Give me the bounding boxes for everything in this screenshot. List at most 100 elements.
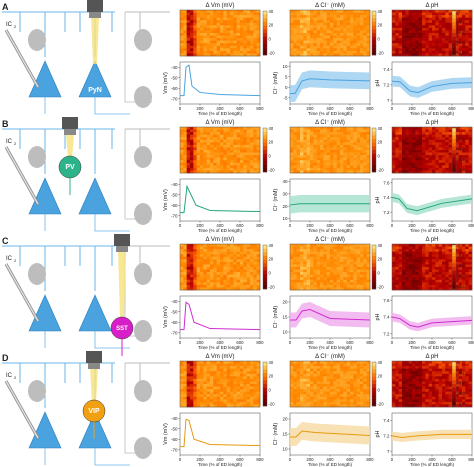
x-axis-label: Time (% of ED length): [410, 462, 455, 467]
x-tick-label: 600: [236, 223, 244, 228]
heatmap-title-vm: Δ Vm (mV): [205, 237, 234, 243]
heatmap-title-vm: Δ Vm (mV): [205, 3, 234, 9]
confidence-band: [290, 302, 370, 328]
colorbar-tick-label: 0: [269, 37, 272, 42]
mean-trace: [391, 196, 473, 212]
x-tick-label: 0: [289, 106, 292, 111]
x-tick-label: 800: [366, 223, 374, 228]
x-tick-label: 800: [256, 223, 264, 228]
colorbar-tick-label: 0: [269, 271, 272, 276]
colorbar-tick-label: -20: [378, 402, 385, 407]
light-beam: [118, 251, 126, 320]
colorbar-tick-label: 20: [269, 374, 274, 379]
x-tick-label: 200: [408, 457, 416, 462]
mean-trace: [391, 80, 473, 94]
grey-interneuron: [134, 203, 152, 225]
objective-lens: [86, 351, 102, 363]
x-tick-label: 0: [179, 340, 182, 345]
y-tick-label: 7.2: [383, 210, 390, 215]
y-tick-label: -40: [171, 182, 178, 187]
target-cell-label: SST: [116, 326, 128, 332]
y-tick-label: 10: [282, 330, 288, 335]
x-tick-label: 400: [216, 457, 224, 462]
ic-label: IC: [6, 22, 13, 28]
confidence-band: [290, 422, 370, 446]
y-tick-label: 10: [282, 447, 288, 452]
colorbar-tick-label: -0.4: [458, 51, 466, 56]
grey-interneuron: [28, 380, 46, 402]
colorbar-tick-label: -20: [269, 168, 276, 173]
y-tick-label: 0: [285, 85, 288, 90]
confidence-band: [392, 429, 472, 443]
x-tick-label: 600: [236, 106, 244, 111]
y-tick-label: 7.2: [383, 434, 390, 439]
pyramidal-neuron: [78, 177, 112, 215]
x-tick-label: 400: [428, 457, 436, 462]
y-tick-label: 15: [282, 315, 288, 320]
y-tick-label: -60: [171, 437, 178, 442]
dendrite: [79, 129, 113, 174]
y-tick-label: -50: [171, 192, 178, 197]
y-axis-label: Cl⁻ (mM): [273, 306, 279, 329]
mean-trace: [180, 418, 261, 448]
x-tick-label: 0: [179, 457, 182, 462]
colorbar-tick-label: -0.4: [458, 402, 466, 407]
x-tick-label: 200: [306, 340, 314, 345]
x-tick-label: 400: [428, 223, 436, 228]
mean-trace: [180, 184, 261, 214]
y-tick-label: 10: [282, 216, 288, 221]
x-tick-label: 200: [196, 340, 204, 345]
x-tick-label: 200: [408, 223, 416, 228]
grey-interneuron: [28, 263, 46, 285]
colorbar-tick-label: 40: [269, 9, 274, 14]
panel-letter: B: [2, 119, 9, 129]
y-tick-label: -70: [171, 447, 178, 452]
colorbar-tick-label: -0.3: [458, 157, 466, 162]
x-tick-label: 0: [289, 340, 292, 345]
x-tick-label: 400: [428, 340, 436, 345]
colorbar-tick-label: 0: [378, 154, 381, 159]
objective-lens: [114, 234, 130, 246]
colorbar-tick-label: 20: [378, 257, 383, 262]
ic-subscript: 2: [14, 24, 17, 29]
mean-trace: [289, 203, 370, 206]
x-tick-label: 600: [448, 457, 456, 462]
dendrite: [79, 246, 113, 291]
y-axis-label: pH: [375, 430, 381, 437]
plot-frame: [179, 412, 261, 456]
colorbar-tick-label: 40: [378, 126, 383, 131]
y-axis-label: pH: [375, 79, 381, 86]
colorbar-tick-label: 0: [269, 154, 272, 159]
dendrite: [19, 363, 66, 408]
colorbar-tick-label: -0.3: [458, 274, 466, 279]
y-axis-label: Cl⁻ (mM): [273, 189, 279, 212]
y-tick-label: -50: [171, 309, 178, 314]
y-tick-label: 30: [282, 191, 288, 196]
x-tick-label: 200: [196, 223, 204, 228]
x-tick-label: 200: [196, 457, 204, 462]
x-axis-label: Time (% of ED length): [410, 345, 455, 350]
heatmap-title-vm: Δ Vm (mV): [205, 354, 234, 360]
ic-subscript: 2: [14, 258, 17, 263]
x-axis-label: Time (% of ED length): [198, 345, 243, 350]
target-cell-label: PyN: [88, 87, 102, 94]
colorbar-tick-label: 40: [269, 360, 274, 365]
heatmap-title-cl: Δ Cl⁻ (mM): [315, 354, 345, 360]
y-tick-label: 20: [282, 204, 288, 209]
y-tick-label: 7.4: [383, 418, 390, 423]
y-tick-label: -70: [171, 330, 178, 335]
x-axis-label: Time (% of ED length): [198, 228, 243, 233]
objective-lens: [87, 0, 103, 12]
x-tick-label: 600: [448, 223, 456, 228]
x-axis-label: Time (% of ED length): [308, 462, 353, 467]
x-tick-label: 200: [196, 106, 204, 111]
x-tick-label: 400: [216, 106, 224, 111]
y-axis-label: Cl⁻ (mM): [273, 72, 279, 95]
grey-interneuron: [134, 437, 152, 459]
x-tick-label: 400: [326, 106, 334, 111]
colorbar-tick-label: 0: [269, 388, 272, 393]
y-axis-label: Vm (mV): [163, 189, 169, 211]
colorbar-tick-label: 20: [269, 23, 274, 28]
x-axis-label: Time (% of ED length): [308, 111, 353, 116]
